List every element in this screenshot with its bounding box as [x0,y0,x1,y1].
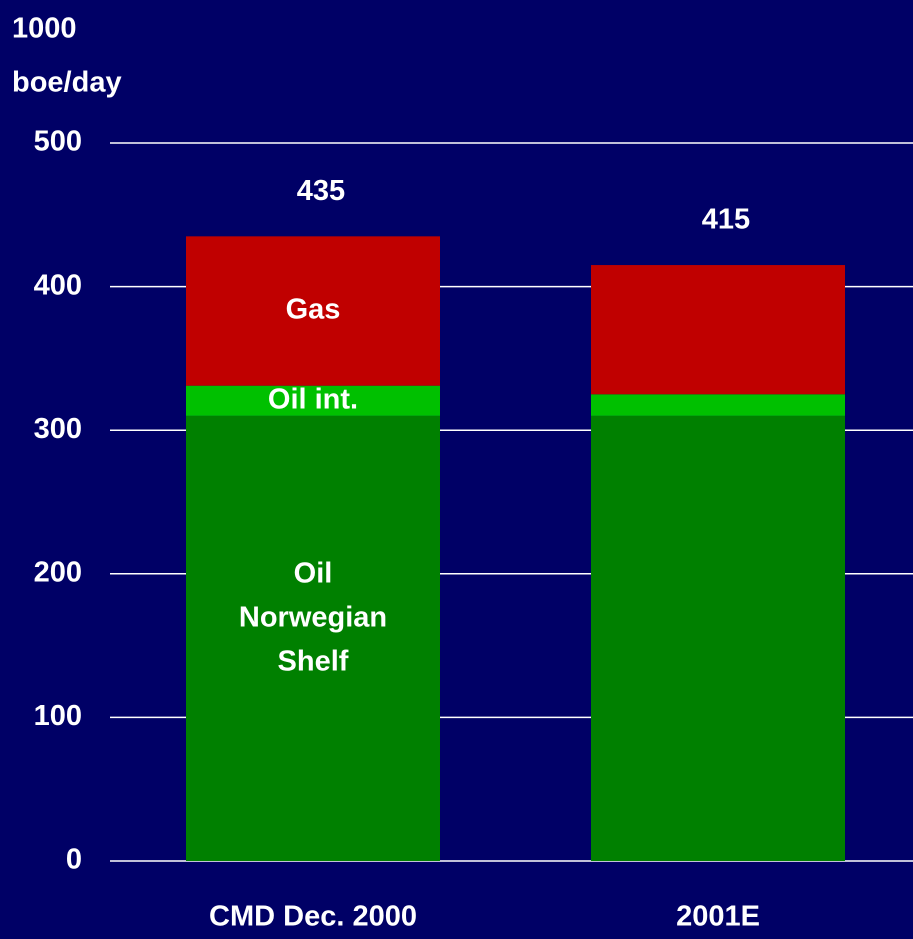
segment-label: Gas [286,294,341,326]
bar-segment [186,385,440,416]
x-tick-label: 2001E [676,901,760,933]
total-label: 415 [702,204,750,236]
bar-segment [591,394,845,416]
y-tick-label: 100 [34,700,82,732]
y-tick-label: 0 [66,844,82,876]
y-axis-label: 1000 [12,13,77,45]
bar-segment [186,236,440,386]
y-axis-label: boe/day [12,67,122,99]
y-tick-label: 500 [34,126,82,158]
y-tick-label: 200 [34,556,82,588]
y-tick-label: 300 [34,413,82,445]
total-label: 435 [297,175,345,207]
bar-segment [591,265,845,395]
x-tick-label: CMD Dec. 2000 [209,901,417,933]
y-tick-label: 400 [34,269,82,301]
bar-segment [186,415,440,861]
segment-label: Oil int. [268,383,358,415]
segment-label: Oil Norwegian Shelf [239,557,387,677]
bar-segment [591,415,845,861]
